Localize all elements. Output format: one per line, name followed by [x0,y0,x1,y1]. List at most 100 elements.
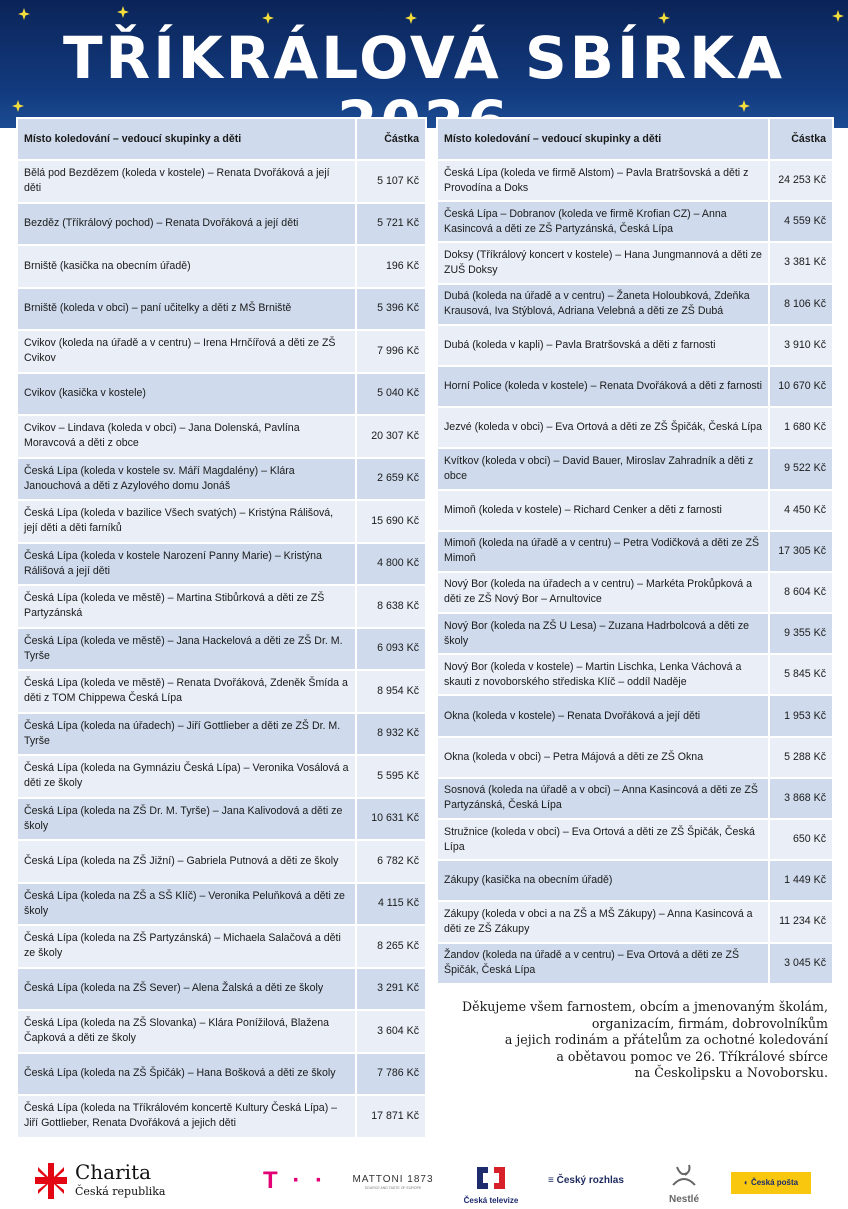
place-cell: Česká Lípa – Dobranov (koleda ve firmě K… [436,200,770,244]
table-row: Zákupy (koleda v obci a na ZŠ a MŠ Zákup… [436,900,834,944]
amount-cell: 5 396 Kč [355,286,427,331]
place-cell: Jezvé (koleda v obci) – Eva Ortová a dět… [436,406,770,450]
amount-cell: 3 604 Kč [355,1009,427,1054]
amount-cell: 6 093 Kč [355,626,427,671]
thanks-line: a obětavou pomoc ve 26. Tříkrálové sbírc… [556,1048,828,1064]
table-row: Bezděz (Tříkrálový pochod) – Renata Dvoř… [16,201,427,246]
amount-cell: 5 040 Kč [355,371,427,416]
amount-cell: 5 721 Kč [355,201,427,246]
place-cell: Česká Lípa (koleda na Tříkrálovém koncer… [16,1094,357,1139]
place-cell: Česká Lípa (koleda na Gymnáziu Česká Líp… [16,754,357,799]
sponsor-logos: Charita Česká republika T · · MATTONI 18… [0,1159,848,1209]
amount-cell: 8 106 Kč [768,282,834,326]
table-row: Česká Lípa (koleda na ZŠ Partyzánská) – … [16,924,427,969]
place-cell: Dubá (koleda v kapli) – Pavla Bratršovsk… [436,323,770,367]
ct-name: Česká televize [463,1196,519,1205]
table-row: Sosnová (koleda na úřadě a v obci) – Ann… [436,776,834,821]
place-cell: Nový Bor (koleda na ZŠ U Lesa) – Zuzana … [436,612,770,656]
donations-table-right: Místo koledování – vedoucí skupinky a dě… [436,117,834,985]
page-title: TŘÍKRÁLOVÁ SBÍRKA 2026 [62,24,786,154]
place-cell: Cvikov (koleda na úřadě a v centru) – Ir… [16,329,357,374]
table-row: Česká Lípa (koleda na Tříkrálovém koncer… [16,1094,427,1139]
amount-cell: 9 355 Kč [768,612,834,656]
table-row: Nový Bor (koleda na ZŠ U Lesa) – Zuzana … [436,612,834,656]
star-icon [405,12,417,24]
posta-name: Česká pošta [750,1178,799,1187]
amount-cell: 3 381 Kč [768,241,834,285]
header-banner [0,0,848,128]
place-cell: Česká Lípa (koleda na ZŠ Jižní) – Gabrie… [16,839,357,884]
place-cell: Cvikov (kasička v kostele) [16,371,357,416]
table-row: Brniště (koleda v obci) – paní učitelky … [16,286,427,331]
place-cell: Česká Lípa (koleda na ZŠ Partyzánská) – … [16,924,357,969]
place-cell: Česká Lípa (koleda na ZŠ Slovanka) – Klá… [16,1009,357,1054]
amount-cell: 8 604 Kč [768,570,834,615]
table-row: Žandov (koleda na úřadě a v centru) – Ev… [436,941,834,985]
ct-icon [477,1167,505,1189]
table-row: Nový Bor (koleda na úřadech a v centru) … [436,570,834,615]
amount-cell: 5 845 Kč [768,653,834,697]
table-row: Brniště (kasička na obecním úřadě) 196 Kč [16,244,427,289]
place-cell: Bělá pod Bezdězem (koleda v kostele) – R… [16,159,357,204]
charita-name: Charita [75,1160,152,1184]
table-row: Česká Lípa (koleda na ZŠ Jižní) – Gabrie… [16,839,427,884]
amount-cell: 4 800 Kč [355,541,427,586]
place-cell: Nový Bor (koleda na úřadech a v centru) … [436,570,770,615]
place-cell: Česká Lípa (koleda na ZŠ Sever) – Alena … [16,966,357,1011]
amount-cell: 11 234 Kč [768,900,834,944]
table-row: Česká Lípa (koleda v kostele sv. Máří Ma… [16,456,427,501]
table-row: Česká Lípa (koleda na ZŠ Slovanka) – Klá… [16,1009,427,1054]
amount-cell: 8 954 Kč [355,669,427,714]
star-icon [18,8,30,20]
table-row: Dubá (koleda v kapli) – Pavla Bratršovsk… [436,323,834,367]
table-row: Stružnice (koleda v obci) – Eva Ortová a… [436,817,834,862]
amount-cell: 24 253 Kč [768,158,834,203]
star-icon [832,10,844,22]
place-cell: Česká Lípa (koleda ve městě) – Martina S… [16,584,357,629]
table-row: Česká Lípa (koleda ve firmě Alstom) – Pa… [436,158,834,203]
table-row: Zákupy (kasička na obecním úřadě) 1 449 K… [436,859,834,903]
place-cell: Zákupy (kasička na obecním úřadě) [436,859,770,903]
amount-cell: 4 559 Kč [768,200,834,244]
place-cell: Cvikov – Lindava (koleda v obci) – Jana … [16,414,357,459]
table-row: Okna (koleda v kostele) – Renata Dvořáko… [436,694,834,738]
place-cell: Česká Lípa (koleda na úřadech) – Jiří Go… [16,711,357,756]
table-row: Bělá pod Bezdězem (koleda v kostele) – R… [16,159,427,204]
thanks-line: a jejich rodinám a přátelům za ochotné k… [504,1032,828,1047]
amount-cell: 8 932 Kč [355,711,427,756]
place-cell: Česká Lípa (koleda na ZŠ a SŠ Klíč) – Ve… [16,881,357,926]
place-cell: Sosnová (koleda na úřadě a v obci) – Ann… [436,776,770,821]
table-row: Česká Lípa (koleda na ZŠ Špičák) – Hana … [16,1051,427,1096]
place-cell: Česká Lípa (koleda na ZŠ Špičák) – Hana … [16,1051,357,1096]
star-icon [12,100,24,112]
amount-cell: 3 291 Kč [355,966,427,1011]
donations-table-left: Místo koledování – vedoucí skupinky a dě… [16,117,427,1139]
table-row: Cvikov – Lindava (koleda v obci) – Jana … [16,414,427,459]
thanks-line: organizacím, firmám, dobrovolníkům [591,1015,828,1031]
table-row: Dubá (koleda na úřadě a v centru) – Žane… [436,282,834,326]
amount-cell: 17 871 Kč [355,1094,427,1139]
amount-cell: 5 595 Kč [355,754,427,799]
place-cell: Stružnice (koleda v obci) – Eva Ortová a… [436,817,770,862]
table-row: Česká Lípa (koleda v bazilice Všech svat… [16,499,427,544]
amount-cell: 3 045 Kč [768,941,834,985]
amount-cell: 4 450 Kč [768,488,834,532]
place-cell: Okna (koleda v kostele) – Renata Dvořáko… [436,694,770,738]
amount-cell: 3 910 Kč [768,323,834,367]
star-icon [738,100,750,112]
column-header-place: Místo koledování – vedoucí skupinky a dě… [16,117,357,161]
amount-cell: 2 659 Kč [355,456,427,501]
nestle-logo: Nestlé [662,1163,706,1205]
table-row: Česká Lípa (koleda ve městě) – Jana Hack… [16,626,427,671]
amount-cell: 8 265 Kč [355,924,427,969]
ceska-televize-logo: Česká televize [460,1165,522,1205]
star-icon [262,12,274,24]
table-row: Česká Lípa (koleda v kostele Narození Pa… [16,541,427,586]
place-cell: Česká Lípa (koleda v kostele sv. Máří Ma… [16,456,357,501]
amount-cell: 650 Kč [768,817,834,862]
amount-cell: 10 670 Kč [768,364,834,409]
cesky-rozhlas-logo: ≡ Český rozhlas [548,1175,624,1186]
table-row: Česká Lípa (koleda na úřadech) – Jiří Go… [16,711,427,756]
amount-cell: 7 996 Kč [355,329,427,374]
place-cell: Česká Lípa (koleda v kostele Narození Pa… [16,541,357,586]
